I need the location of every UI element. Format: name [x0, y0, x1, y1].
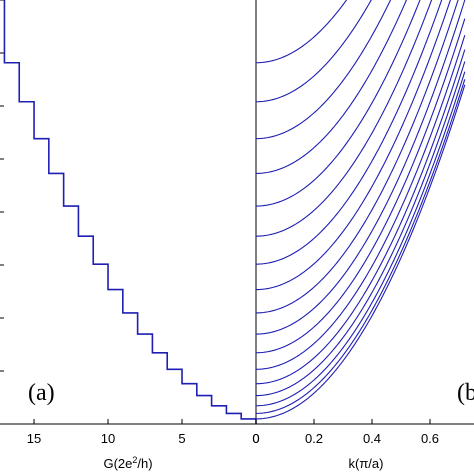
panel-a-conductance: 15 10 5 0 (a) G(2e2/h): [0, 0, 260, 471]
panel-a-x-axis-label: G(2e2/h): [103, 455, 152, 471]
band-line-8: [255, 0, 466, 335]
panel-a-ticks: 15 10 5 0: [0, 0, 260, 446]
panel-b-x-tick-label: 0: [252, 431, 259, 446]
band-line-7: [255, 18, 466, 354]
band-line-12: [255, 0, 433, 237]
band-line-15: [255, 0, 392, 140]
band-line-11: [255, 0, 443, 265]
band-line-3: [255, 71, 466, 407]
panel-a-x-tick-label: 0: [252, 431, 259, 446]
band-line-6: [255, 35, 466, 370]
panel-b-x-tick-label: 0.2: [305, 431, 323, 446]
panel-a-staircase: [3, 0, 257, 424]
panel-b-label: (b: [457, 380, 474, 406]
panel-a-x-tick-label: 15: [27, 431, 41, 446]
panel-a-x-tick-label: 5: [178, 431, 185, 446]
band-line-13: [255, 0, 421, 207]
panel-b-dispersion: 0 0.2 0.4 0.6 (b k(π/a): [252, 0, 474, 471]
panel-b-ticks: 0 0.2 0.4 0.6: [252, 419, 439, 446]
panel-a-label: (a): [28, 380, 55, 406]
band-line-17: [255, 0, 348, 64]
band-line-10: [255, 0, 451, 291]
panel-b-x-axis-label: k(π/a): [349, 456, 384, 471]
band-line-2: [255, 79, 466, 414]
panel-a-x-tick-label: 10: [101, 431, 115, 446]
band-line-9: [255, 0, 459, 314]
band-line-4: [255, 61, 466, 397]
band-line-14: [255, 0, 408, 174]
band-line-1: [255, 84, 466, 420]
band-line-16: [255, 0, 372, 103]
conductance-staircase-line: [3, 0, 257, 424]
panel-b-x-tick-label: 0.6: [421, 431, 439, 446]
panel-b-bands: [255, 0, 466, 420]
panel-b-x-tick-label: 0.4: [363, 431, 381, 446]
band-line-5: [255, 49, 466, 385]
